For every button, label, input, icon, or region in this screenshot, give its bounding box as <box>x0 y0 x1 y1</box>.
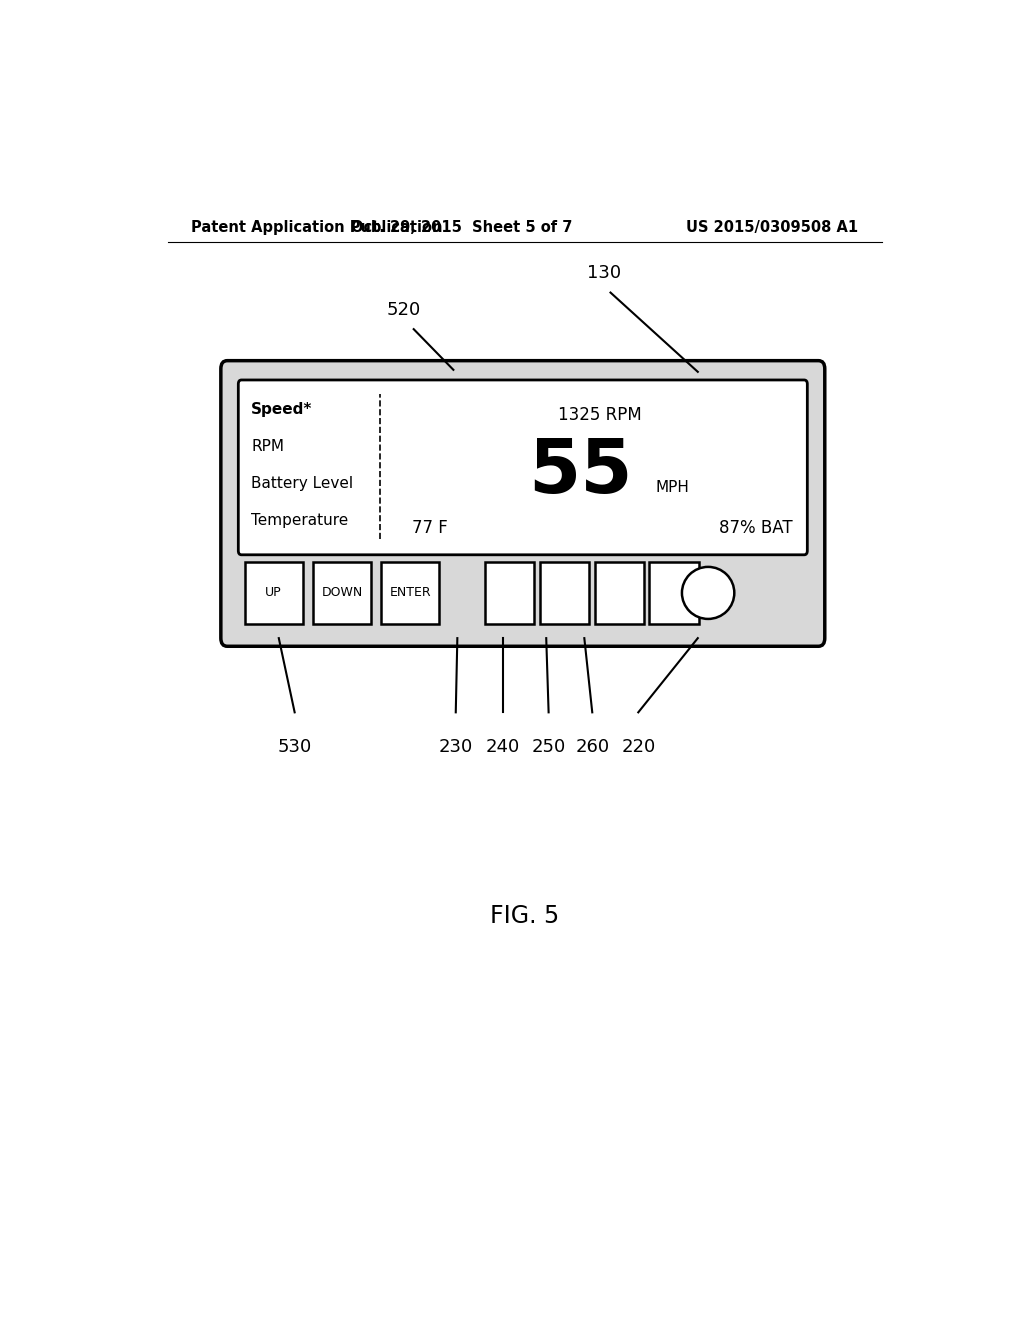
Text: ENTER: ENTER <box>389 586 431 599</box>
Text: 240: 240 <box>485 738 520 756</box>
Text: 130: 130 <box>587 264 622 282</box>
Text: 530: 530 <box>278 738 311 756</box>
Text: Patent Application Publication: Patent Application Publication <box>191 220 443 235</box>
Bar <box>540 562 589 624</box>
FancyBboxPatch shape <box>239 380 807 554</box>
Text: 220: 220 <box>622 738 655 756</box>
Bar <box>313 562 371 624</box>
Text: DOWN: DOWN <box>322 586 362 599</box>
Text: MPH: MPH <box>655 480 689 495</box>
Text: Temperature: Temperature <box>251 513 348 528</box>
Text: Speed*: Speed* <box>251 403 312 417</box>
Bar <box>381 562 439 624</box>
Text: Battery Level: Battery Level <box>251 477 353 491</box>
Bar <box>245 562 303 624</box>
Text: Oct. 29, 2015  Sheet 5 of 7: Oct. 29, 2015 Sheet 5 of 7 <box>350 220 572 235</box>
Text: 77 F: 77 F <box>412 519 447 537</box>
Text: 250: 250 <box>531 738 565 756</box>
Ellipse shape <box>682 566 734 619</box>
Text: US 2015/0309508 A1: US 2015/0309508 A1 <box>686 220 858 235</box>
Text: 55: 55 <box>528 436 633 510</box>
Bar <box>649 562 698 624</box>
Text: UP: UP <box>265 586 282 599</box>
Text: 1325 RPM: 1325 RPM <box>558 407 642 425</box>
Text: 87% BAT: 87% BAT <box>719 519 793 537</box>
Bar <box>485 562 535 624</box>
Text: RPM: RPM <box>251 440 284 454</box>
Bar <box>595 562 644 624</box>
FancyBboxPatch shape <box>221 360 824 647</box>
Text: FIG. 5: FIG. 5 <box>490 904 559 928</box>
Text: 230: 230 <box>438 738 473 756</box>
Text: 520: 520 <box>386 301 421 319</box>
Text: 260: 260 <box>575 738 609 756</box>
